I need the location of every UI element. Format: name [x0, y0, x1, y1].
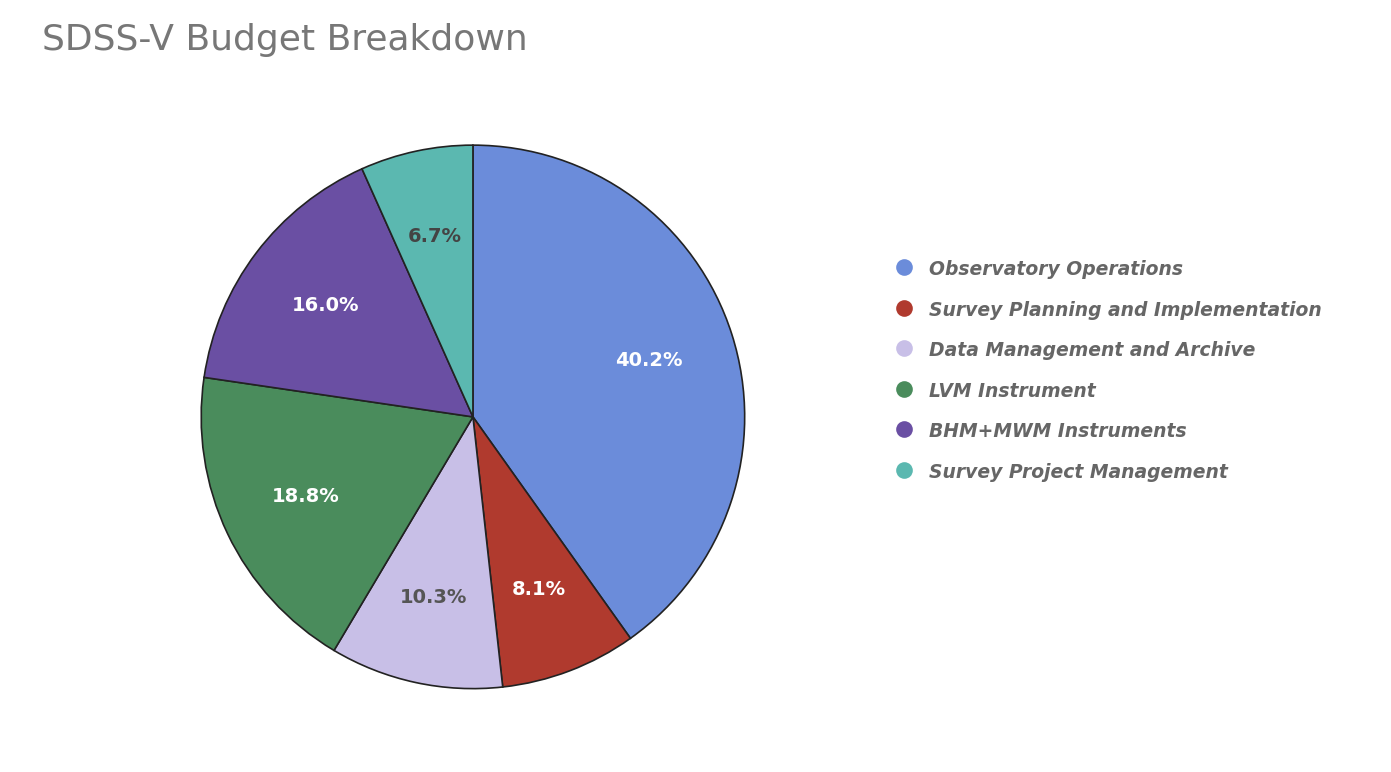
Text: 18.8%: 18.8%	[273, 487, 339, 506]
Wedge shape	[334, 417, 502, 689]
Text: 16.0%: 16.0%	[292, 296, 359, 315]
Wedge shape	[473, 417, 630, 687]
Text: 6.7%: 6.7%	[408, 227, 462, 245]
Text: 40.2%: 40.2%	[615, 351, 683, 370]
Text: 10.3%: 10.3%	[401, 588, 467, 607]
Legend: Observatory Operations, Survey Planning and Implementation, Data Management and : Observatory Operations, Survey Planning …	[886, 250, 1331, 491]
Text: 8.1%: 8.1%	[512, 580, 566, 599]
Wedge shape	[473, 145, 744, 638]
Text: SDSS-V Budget Breakdown: SDSS-V Budget Breakdown	[42, 23, 527, 57]
Wedge shape	[204, 169, 473, 417]
Wedge shape	[202, 378, 473, 651]
Wedge shape	[362, 145, 473, 417]
